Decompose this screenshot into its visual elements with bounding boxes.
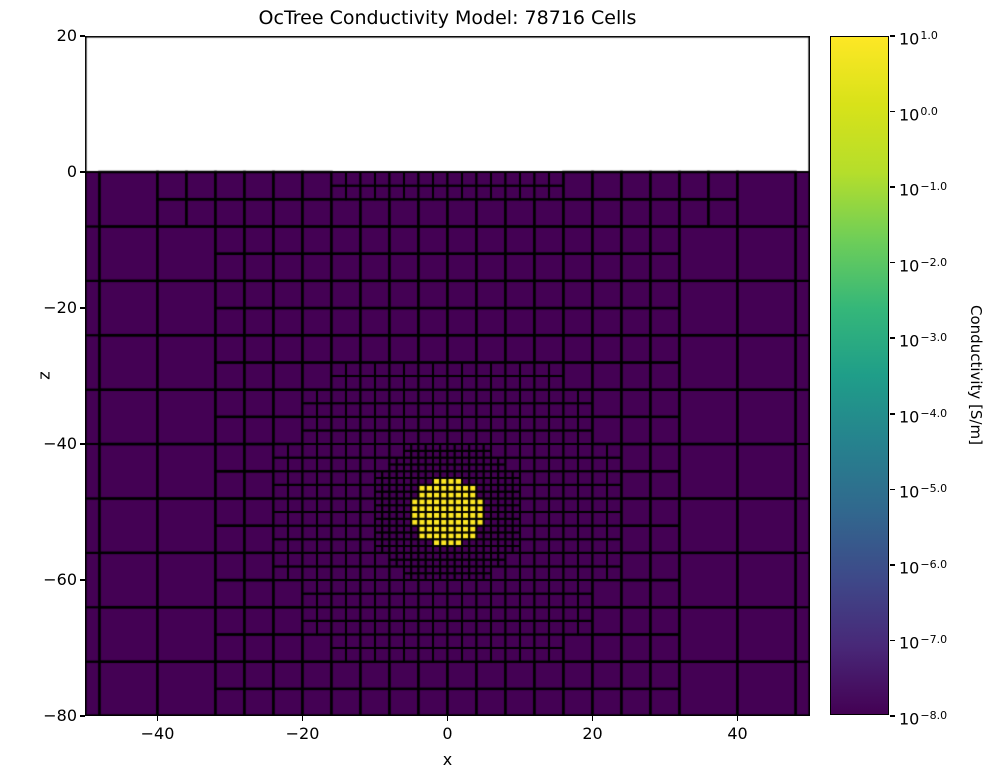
x-tick-mark — [736, 716, 739, 721]
colorbar-tick-label: 101.0 — [899, 29, 938, 49]
colorbar-tick-label: 10−8.0 — [899, 709, 948, 729]
colorbar-tick-mark — [890, 186, 895, 188]
y-tick-mark — [80, 171, 85, 173]
colorbar-tick-label: 100.0 — [899, 104, 938, 124]
colorbar-tick-label: 10−3.0 — [899, 331, 948, 351]
x-tick-label: 0 — [442, 724, 453, 743]
colorbar-tick-label: 10−7.0 — [899, 633, 948, 653]
colorbar-tick-label: 10−6.0 — [899, 557, 948, 578]
x-tick-label: −20 — [285, 724, 320, 743]
y-axis-label: z — [34, 371, 54, 380]
x-tick-mark — [156, 716, 159, 721]
colorbar-tick-label: 10−1.0 — [899, 180, 948, 200]
colorbar-tick-mark — [890, 488, 895, 491]
colorbar-tick-mark — [890, 110, 895, 113]
y-tick-label: −40 — [43, 434, 77, 453]
colorbar-tick-label: 10−2.0 — [899, 255, 948, 275]
x-axis-label: x — [442, 750, 453, 769]
mesh-canvas — [85, 36, 810, 716]
y-tick-label: −60 — [43, 570, 77, 589]
y-tick-label: −20 — [43, 298, 77, 317]
colorbar-tick-mark — [890, 412, 895, 415]
colorbar-tick-label: 10−5.0 — [899, 482, 948, 502]
colorbar-tick-mark — [890, 564, 895, 566]
y-tick-mark — [80, 579, 85, 581]
colorbar-tick-mark — [890, 337, 895, 340]
y-tick-mark — [80, 35, 85, 37]
plot-title: OcTree Conductivity Model: 78716 Cells — [258, 7, 637, 29]
plot-area — [85, 36, 810, 716]
x-tick-mark — [301, 716, 304, 721]
colorbar-tick-mark — [890, 35, 895, 37]
y-tick-mark — [80, 307, 85, 309]
x-tick-label: 40 — [727, 724, 748, 743]
colorbar-tick-mark — [890, 261, 895, 264]
x-tick-mark — [446, 716, 449, 721]
colorbar-tick-mark — [890, 639, 895, 642]
y-tick-label: −80 — [43, 706, 77, 725]
x-tick-mark — [591, 716, 594, 721]
colorbar-tick-mark — [890, 715, 895, 717]
colorbar — [830, 36, 889, 715]
colorbar-label: Conductivity [S/m] — [967, 305, 985, 445]
y-tick-mark — [80, 443, 85, 445]
y-tick-label: 0 — [66, 162, 77, 181]
colorbar-tick-label: 10−4.0 — [899, 406, 948, 427]
x-tick-label: 20 — [582, 724, 603, 743]
x-tick-label: −40 — [140, 724, 175, 743]
y-tick-mark — [80, 715, 85, 717]
y-tick-label: 20 — [56, 26, 77, 45]
